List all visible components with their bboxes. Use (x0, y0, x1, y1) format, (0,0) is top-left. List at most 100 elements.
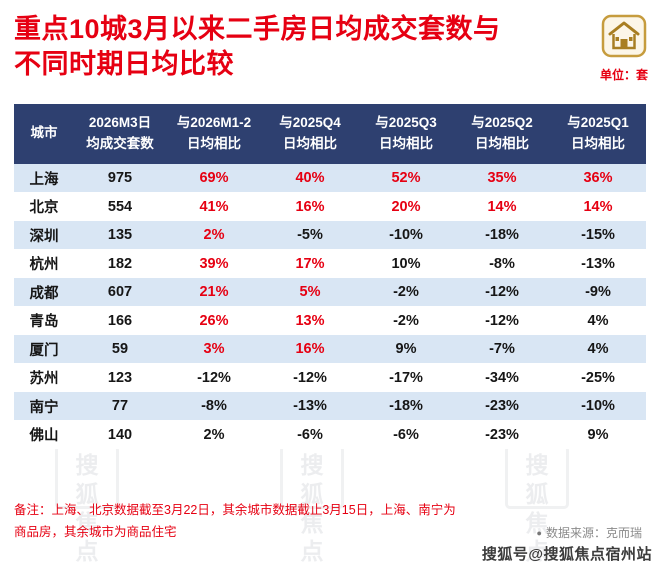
pct-cell: -2% (393, 312, 419, 329)
watermark-seal: 搜狐焦点 (505, 445, 569, 564)
unit-label: 单位：套 (599, 68, 648, 82)
footnote-line1: 备注：上海、北京数据截至3月22日，其余城市数据截止3月15日，上海、南宁为 (14, 503, 456, 517)
pct-cell: 52% (391, 170, 421, 187)
pct-cell: 14% (583, 198, 613, 215)
footnote-line2: 商品房，其余城市为商品住宅 (14, 524, 177, 539)
table-row: 上海 975 69% 40% 52% 35% 36% (14, 163, 646, 193)
pct-cell: 9% (587, 426, 609, 443)
pct-cell: 21% (199, 284, 229, 301)
pct-cell: 26% (199, 312, 229, 329)
title-line2: 不同时期日均比较 (14, 48, 234, 79)
header-cell: 与2025Q2 日均相比 (454, 104, 550, 164)
pct-cell: -8% (201, 398, 227, 415)
page-title: 重点10城3月以来二手房日均成交套数与 不同时期日均比较 (14, 12, 501, 81)
value-cell: 135 (107, 227, 133, 244)
table-header-row: 城市 2026M3日 均成交套数 与2026M1-2 日均相比 与2025Q4 日均相比 与2… (14, 104, 646, 164)
header-cell: 2026M3日 均成交套数 (74, 104, 166, 164)
header-cell: 与2025Q3 日均相比 (358, 104, 454, 164)
value-cell: 59 (111, 341, 129, 358)
value-cell: 123 (107, 369, 133, 386)
pct-cell: 5% (299, 284, 321, 301)
table-row: 成都 607 21% 5% -2% -12% -9% (14, 277, 646, 307)
pct-cell: -23% (485, 398, 519, 415)
value-cell: 166 (107, 312, 133, 329)
city-cell: 北京 (29, 200, 59, 217)
pct-cell: -6% (393, 426, 419, 443)
pct-cell: 16% (295, 198, 325, 215)
pct-cell: -12% (197, 369, 231, 386)
pct-cell: 3% (203, 341, 225, 358)
pct-cell: 13% (295, 312, 325, 329)
pct-cell: 20% (391, 198, 421, 215)
pct-cell: -9% (585, 284, 611, 301)
pct-cell: -18% (389, 398, 423, 415)
city-cell: 成都 (29, 285, 59, 302)
table-row: 南宁 77 -8% -13% -18% -23% -10% (14, 391, 646, 421)
city-cell: 厦门 (29, 342, 59, 359)
comparison-table: 城市 2026M3日 均成交套数 与2026M1-2 日均相比 与2025Q4 日均相比 与2… (14, 104, 646, 449)
pct-cell: -10% (389, 227, 423, 244)
city-cell: 苏州 (29, 371, 59, 388)
value-cell: 182 (107, 255, 133, 272)
pct-cell: 16% (295, 341, 325, 358)
pct-cell: 9% (395, 341, 417, 358)
header-cell: 与2025Q1 日均相比 (550, 104, 646, 164)
table-row: 佛山 140 2% -6% -6% -23% 9% (14, 420, 646, 449)
pct-cell: -6% (297, 426, 323, 443)
table-row: 苏州 123 -12% -12% -17% -34% -25% (14, 363, 646, 392)
city-cell: 深圳 (29, 228, 59, 245)
pct-cell: 4% (587, 341, 609, 358)
pct-cell: -23% (485, 426, 519, 443)
pct-cell: 2% (203, 227, 225, 244)
unit-box: 单位：套 (600, 12, 648, 83)
pct-cell: -34% (485, 369, 519, 386)
pct-cell: 36% (583, 170, 613, 187)
pct-cell: -2% (393, 284, 419, 301)
pct-cell: 39% (199, 255, 229, 272)
pct-cell: 17% (295, 255, 325, 272)
pct-cell: -13% (581, 255, 615, 272)
city-cell: 南宁 (29, 399, 59, 416)
header-cell: 与2026M1-2 日均相比 (166, 104, 262, 164)
pct-cell: 14% (487, 198, 517, 215)
pct-cell: 41% (199, 198, 229, 215)
footnote: 备注：上海、北京数据截至3月22日，其余城市数据截止3月15日，上海、南宁为 商… (14, 500, 456, 544)
pct-cell: -15% (581, 227, 615, 244)
table-row: 北京 554 41% 16% 20% 14% 14% (14, 192, 646, 221)
table-row: 深圳 135 2% -5% -10% -18% -15% (14, 220, 646, 250)
city-cell: 杭州 (29, 257, 59, 274)
pct-cell: -12% (485, 284, 519, 301)
table-row: 杭州 182 39% 17% 10% -8% -13% (14, 249, 646, 278)
pct-cell: 2% (203, 426, 225, 443)
city-cell: 上海 (29, 171, 59, 188)
table-body: 上海 975 69% 40% 52% 35% 36% 北京 554 41% 16% 20% 14% 14%… (14, 163, 646, 449)
value-cell: 140 (107, 426, 133, 443)
pct-cell: 35% (487, 170, 517, 187)
pct-cell: -7% (489, 341, 515, 358)
data-source: ● 数据来源：克而瑞 (537, 524, 642, 541)
pct-cell: -17% (389, 369, 423, 386)
page-header: 重点10城3月以来二手房日均成交套数与 不同时期日均比较 单位：套 (14, 12, 648, 83)
header-cell: 与2025Q4 日均相比 (262, 104, 358, 164)
pct-cell: -10% (581, 398, 615, 415)
pct-cell: -18% (485, 227, 519, 244)
city-cell: 佛山 (29, 428, 59, 445)
value-cell: 975 (107, 170, 133, 187)
source-text: 数据来源：克而瑞 (545, 526, 642, 540)
table-head: 城市 2026M3日 均成交套数 与2026M1-2 日均相比 与2025Q4 日均相比 与2… (14, 104, 646, 164)
pct-cell: -13% (293, 398, 327, 415)
pct-cell: -8% (489, 255, 515, 272)
pct-cell: 4% (587, 312, 609, 329)
city-cell: 青岛 (29, 314, 59, 331)
value-cell: 77 (111, 398, 129, 415)
pct-cell: 10% (391, 255, 421, 272)
table-row: 青岛 166 26% 13% -2% -12% 4% (14, 306, 646, 335)
pct-cell: 69% (199, 170, 229, 187)
attribution: 搜狐号@搜狐焦点宿州站 (481, 546, 652, 563)
pct-cell: -25% (581, 369, 615, 386)
pct-cell: -12% (293, 369, 327, 386)
building-icon (601, 14, 647, 63)
source-bullet-icon: ● (536, 528, 542, 538)
pct-cell: -12% (485, 312, 519, 329)
value-cell: 607 (107, 284, 133, 301)
